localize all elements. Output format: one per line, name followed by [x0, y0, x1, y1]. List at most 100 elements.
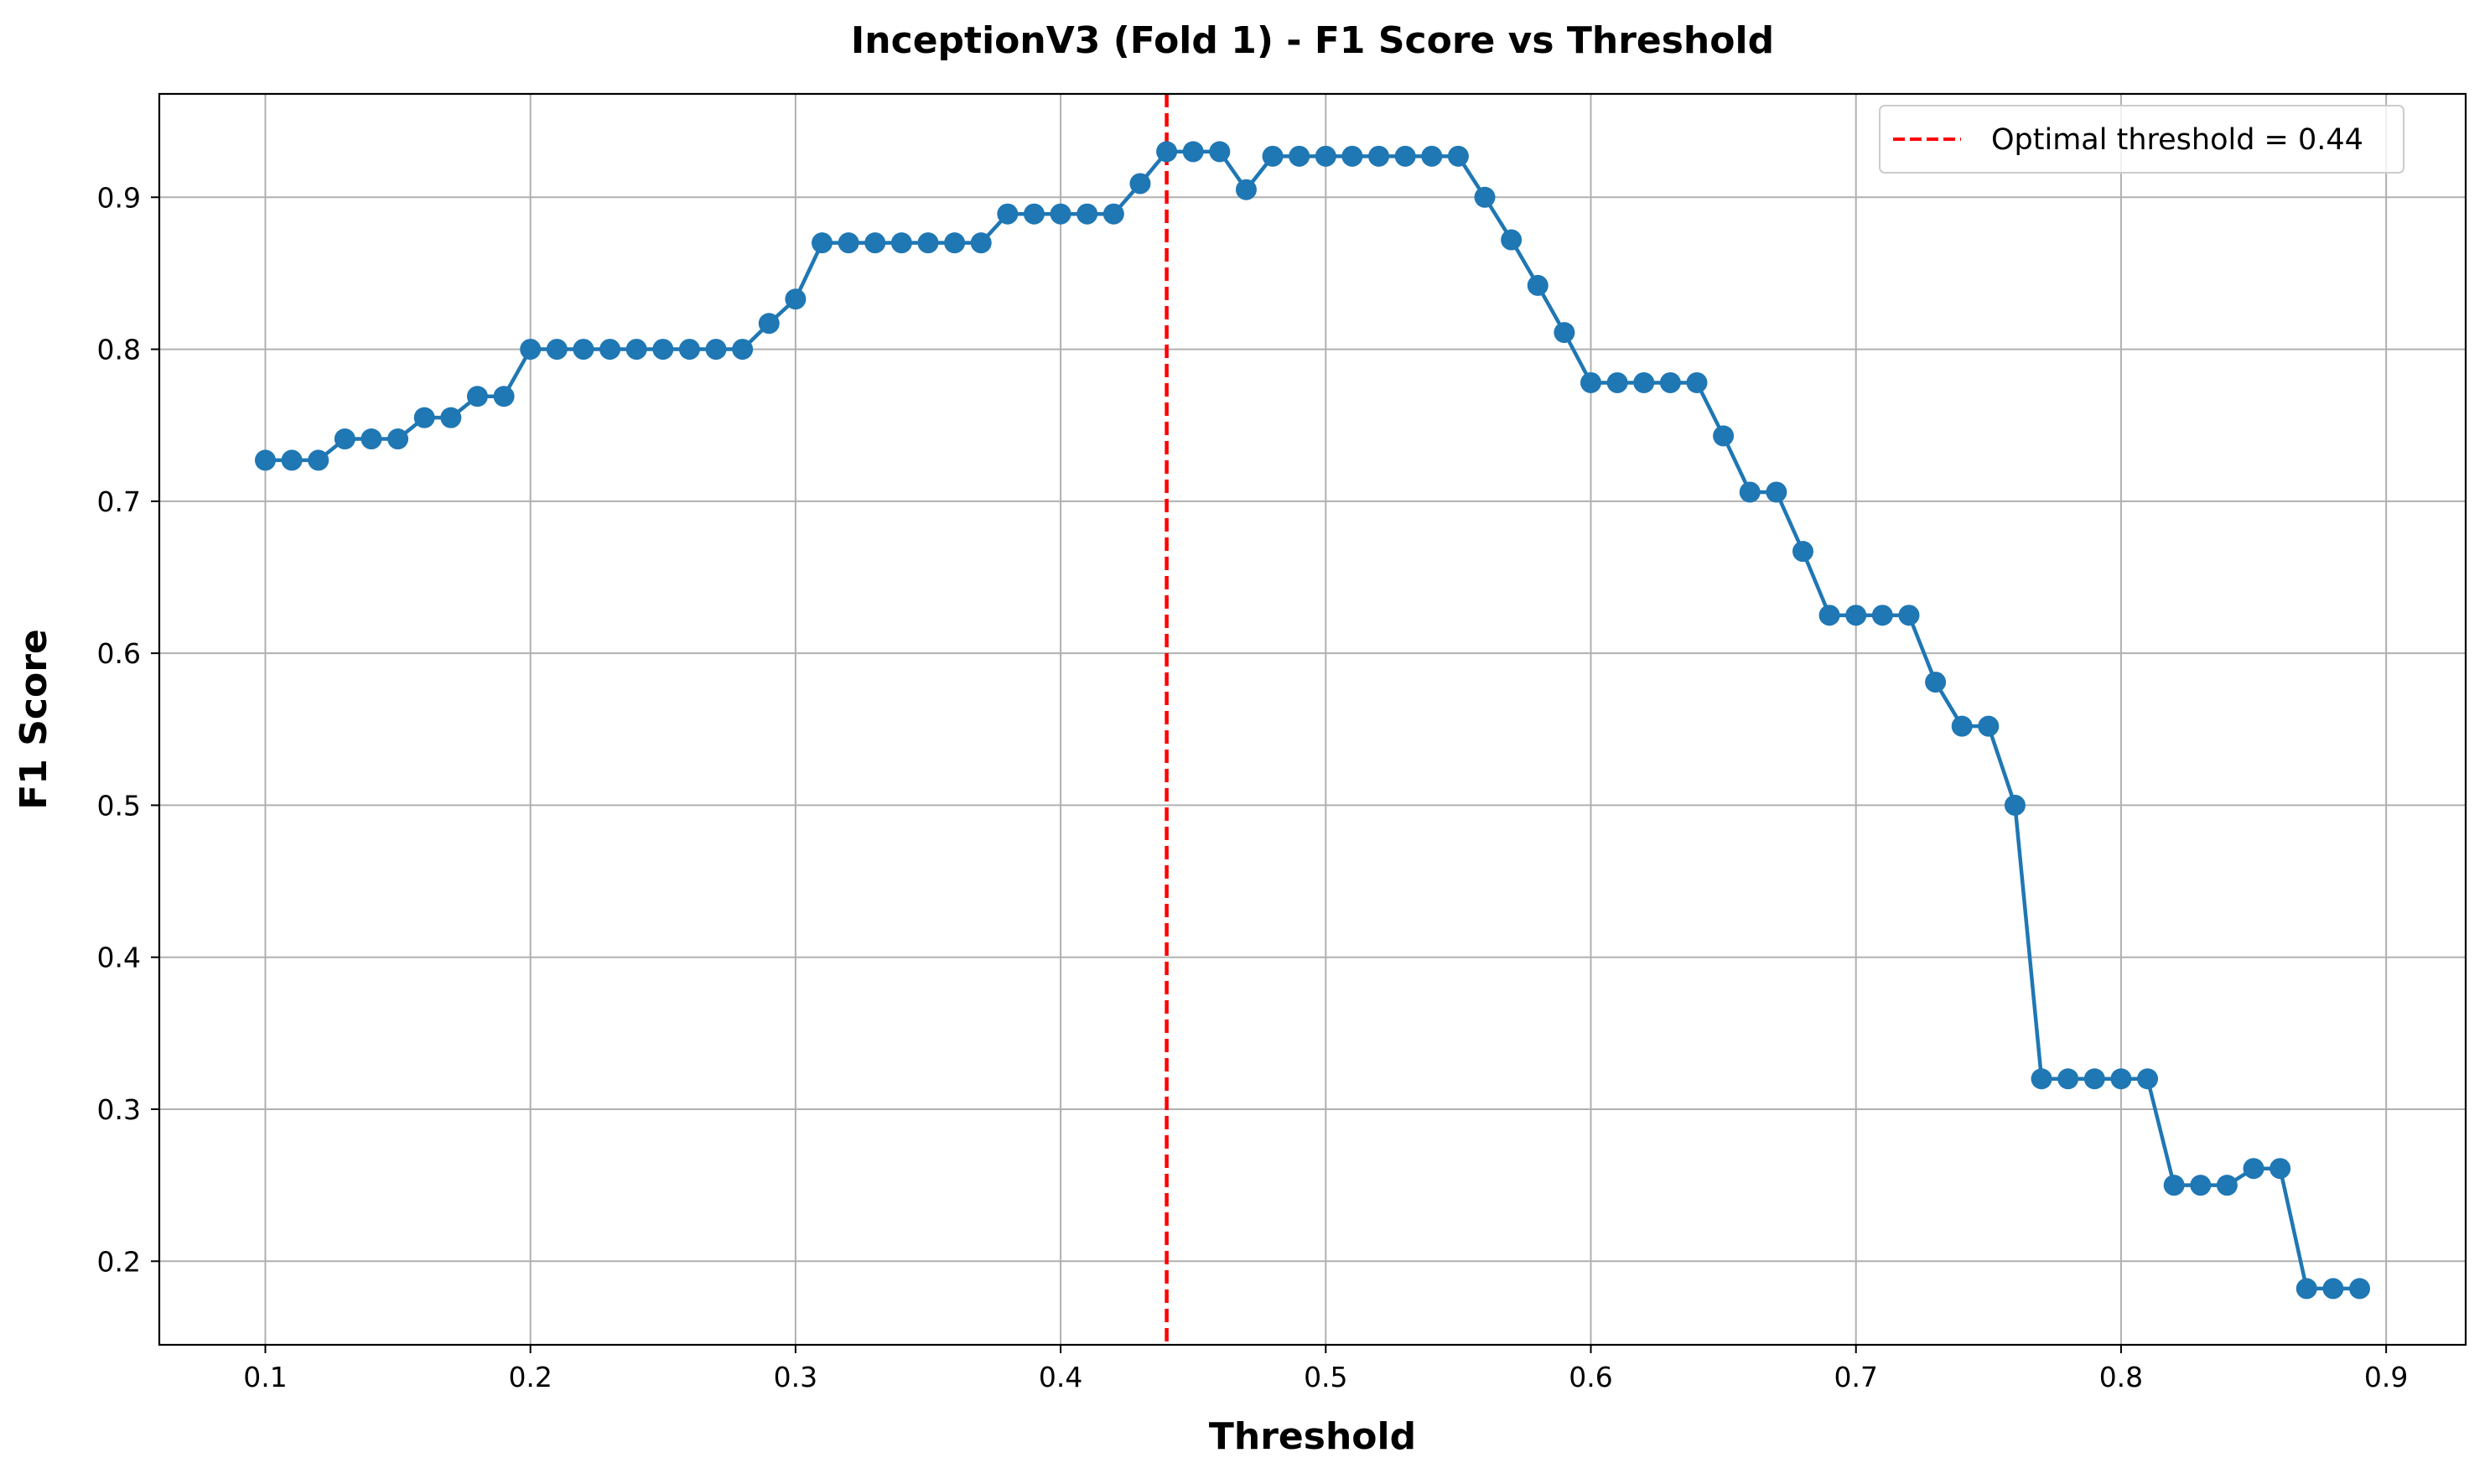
data-point [1368, 145, 1390, 167]
data-point [1050, 203, 1071, 225]
y-tick-label: 0.2 [97, 1245, 141, 1278]
data-point [1739, 481, 1761, 503]
chart-title: InceptionV3 (Fold 1) - F1 Score vs Thres… [851, 19, 1774, 62]
x-tick-label: 0.3 [774, 1361, 817, 1393]
legend: Optimal threshold = 0.44 [1879, 105, 2404, 174]
data-point [678, 339, 700, 361]
data-point [2163, 1175, 2185, 1196]
data-point [652, 339, 674, 361]
data-point [997, 203, 1019, 225]
data-point [1766, 481, 1787, 503]
y-tick-label: 0.7 [97, 485, 141, 518]
data-point [838, 232, 859, 254]
data-point [1421, 145, 1443, 167]
data-point [2322, 1278, 2344, 1300]
x-tick-label: 0.1 [243, 1361, 287, 1393]
data-point [2270, 1158, 2291, 1180]
data-point [705, 339, 727, 361]
data-point [1951, 715, 1973, 737]
data-point [1447, 145, 1469, 167]
y-tick-label: 0.8 [97, 334, 141, 366]
data-point [281, 449, 303, 471]
data-point [493, 386, 515, 407]
data-point [2137, 1068, 2159, 1090]
data-point [1898, 604, 1920, 626]
data-point [785, 288, 807, 310]
data-point [625, 339, 647, 361]
data-point [520, 339, 542, 361]
data-point [2031, 1068, 2052, 1090]
y-axis-label: F1 Score [13, 629, 55, 810]
data-point [546, 339, 568, 361]
data-point [1713, 425, 1735, 447]
x-tick-label: 0.4 [1039, 1361, 1082, 1393]
data-point [2110, 1068, 2132, 1090]
series-layer [254, 141, 2371, 1300]
data-point [573, 339, 594, 361]
data-point [1871, 604, 1893, 626]
data-point [1792, 541, 1813, 563]
data-point [1023, 203, 1045, 225]
data-point [1686, 371, 1708, 393]
y-tick-label: 0.4 [97, 942, 141, 974]
legend-label-optimal-threshold: Optimal threshold = 0.44 [1991, 123, 2363, 157]
data-point [1289, 145, 1310, 167]
data-point [440, 407, 462, 428]
data-point [1394, 145, 1416, 167]
data-point [1341, 145, 1363, 167]
data-point [2216, 1175, 2238, 1196]
data-point [1262, 145, 1284, 167]
data-point [1818, 604, 1840, 626]
x-tick-label: 0.5 [1304, 1361, 1347, 1393]
data-point [1554, 322, 1575, 344]
data-point [2349, 1278, 2371, 1300]
data-point [2057, 1068, 2079, 1090]
x-tick-label: 0.8 [2099, 1361, 2143, 1393]
x-tick-label: 0.6 [1569, 1361, 1612, 1393]
data-point [1102, 203, 1124, 225]
y-tick-label: 0.3 [97, 1093, 141, 1126]
x-axis-label: Threshold [1209, 1415, 1416, 1458]
data-point [1182, 141, 1204, 163]
data-point [732, 339, 754, 361]
data-point [2083, 1068, 2105, 1090]
data-point [1580, 371, 1602, 393]
data-point [1129, 173, 1151, 195]
data-point [1501, 229, 1523, 251]
x-tick-label: 0.7 [1834, 1361, 1877, 1393]
data-point [1156, 141, 1178, 163]
data-point [2004, 794, 2026, 816]
data-point [1659, 371, 1681, 393]
data-point [1606, 371, 1628, 393]
data-point [308, 449, 329, 471]
data-point [466, 386, 488, 407]
data-point [917, 232, 939, 254]
data-point [1845, 604, 1867, 626]
x-tick-label: 0.2 [508, 1361, 552, 1393]
data-point [1076, 203, 1098, 225]
data-point [1474, 186, 1496, 208]
data-point [970, 232, 992, 254]
data-point [1209, 141, 1231, 163]
data-point [1978, 715, 2000, 737]
data-point [254, 449, 276, 471]
data-point [1235, 179, 1257, 200]
data-point [1315, 145, 1336, 167]
data-point [599, 339, 621, 361]
data-point [812, 232, 833, 254]
y-tick-label: 0.6 [97, 637, 141, 670]
data-point [334, 428, 355, 450]
data-point [944, 232, 966, 254]
data-point [2190, 1175, 2212, 1196]
y-tick-label: 0.5 [97, 789, 141, 822]
data-point [413, 407, 435, 428]
data-point [2295, 1278, 2317, 1300]
data-point [890, 232, 912, 254]
x-tick-label: 0.9 [2364, 1361, 2408, 1393]
data-point [1925, 672, 1947, 693]
data-point [1633, 371, 1655, 393]
data-point [361, 428, 382, 450]
